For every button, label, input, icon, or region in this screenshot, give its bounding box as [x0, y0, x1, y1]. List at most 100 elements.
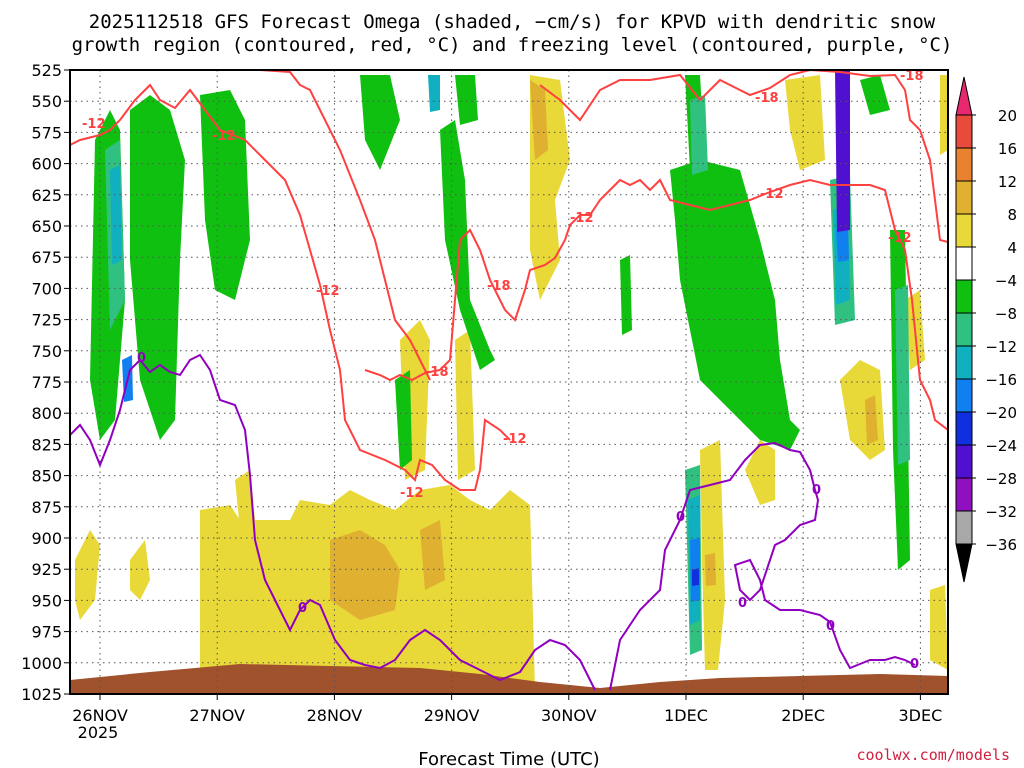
omega-shade-green-12 — [620, 255, 632, 335]
colorbar-swatch — [955, 411, 973, 446]
omega-shade-green-4 — [360, 75, 400, 170]
omega-shade-purple-2 — [692, 568, 699, 586]
omega-shade-yellow-5 — [130, 540, 150, 600]
y-tick-label: 950 — [31, 591, 62, 610]
omega-shade-green-6 — [455, 75, 478, 125]
colorbar-swatch — [955, 213, 973, 248]
omega-shade-green-5 — [440, 120, 495, 370]
dgz-label: -18 — [487, 279, 511, 294]
dgz-contours — [70, 70, 948, 491]
dgz-label: -12 — [503, 432, 527, 447]
dgz-contour-minus12-mid — [504, 178, 948, 431]
x-tick-label: 30NOV — [541, 706, 597, 725]
dgz-contour-minus12-west — [70, 83, 321, 286]
omega-shade-yellow-11 — [745, 440, 775, 505]
x-tick-label: 2DEC — [781, 706, 825, 725]
colorbar-swatch — [955, 510, 973, 545]
omega-shade-orange-3 — [530, 80, 548, 160]
y-tick-label: 1025 — [21, 685, 62, 704]
y-tick-label: 1000 — [21, 654, 62, 673]
y-tick-label: 650 — [31, 217, 62, 236]
omega-shade-green-2 — [130, 95, 185, 440]
y-tick-label: 525 — [31, 61, 62, 80]
omega-shade-orange-1 — [330, 530, 400, 620]
chart-title-line-1: 2025112518 GFS Forecast Omega (shaded, −… — [88, 11, 936, 33]
freezing-label: 0 — [826, 619, 835, 634]
omega-shading — [75, 70, 948, 690]
y-tick-label: 625 — [31, 186, 62, 205]
colorbar-tick-label: −4 — [995, 272, 1017, 290]
colorbar-swatch — [955, 180, 973, 215]
dgz-label: -12 — [888, 231, 912, 246]
x-tick-label: 27NOV — [189, 706, 245, 725]
x-tick-label: 26NOV — [72, 706, 128, 725]
dgz-label: -18 — [900, 69, 924, 84]
x-tick-year-label: 2025 — [78, 723, 119, 742]
y-tick-label: 800 — [31, 404, 62, 423]
dgz-contour-minus18-east — [539, 70, 948, 243]
surface-terrain — [70, 664, 948, 694]
omega-shade-green-8 — [670, 160, 800, 450]
colorbar-swatch — [955, 312, 973, 347]
colorbar-tick-label: 20 — [998, 107, 1017, 125]
colorbar-tick-label: −32 — [985, 503, 1017, 521]
y-tick-label: 825 — [31, 435, 62, 454]
y-tick-label: 675 — [31, 248, 62, 267]
dgz-label: -12 — [760, 187, 784, 202]
dgz-contour-minus12-top — [259, 70, 431, 381]
omega-shade-teal-5 — [895, 285, 910, 465]
colorbar-tick-label: −36 — [985, 536, 1017, 554]
chart-grid — [70, 70, 948, 694]
colorbar-tick-label: −24 — [985, 437, 1017, 455]
dgz-label: -18 — [425, 365, 449, 380]
x-tick-label: 29NOV — [424, 706, 480, 725]
freezing-label: 0 — [812, 483, 821, 498]
y-tick-label: 775 — [31, 373, 62, 392]
dgz-contour-minus12-lower — [319, 284, 511, 491]
colorbar-tick-label: 8 — [1007, 206, 1017, 224]
credit-text: coolwx.com/models — [856, 746, 1010, 764]
freezing-label: 0 — [676, 510, 685, 525]
freezing-contour-0-east — [609, 441, 916, 691]
freezing-contour-labels: 0 0 0 0 0 0 0 — [137, 351, 919, 672]
y-tick-label: 875 — [31, 498, 62, 517]
freezing-label: 0 — [137, 351, 146, 366]
colorbar-swatch — [955, 444, 973, 479]
x-tick-label: 1DEC — [664, 706, 708, 725]
freezing-label: 0 — [298, 601, 307, 616]
colorbar-tick-label: 4 — [1007, 239, 1017, 257]
omega-shade-orange-5 — [705, 553, 716, 586]
colorbar: 20 16 12 8 4 −4 −8 −12 −16 −20 −24 −28 −32 −36 — [955, 76, 1017, 583]
y-tick-label: 900 — [31, 529, 62, 548]
omega-shade-green-7 — [395, 370, 412, 470]
y-tick-label: 975 — [31, 623, 62, 642]
x-tick-label: 3DEC — [899, 706, 943, 725]
colorbar-tick-label: −12 — [985, 338, 1017, 356]
colorbar-swatch — [955, 147, 973, 182]
colorbar-bottom-arrow — [955, 543, 973, 583]
omega-shade-yellow-14 — [785, 75, 825, 170]
colorbar-top-arrow — [955, 76, 973, 116]
freezing-label: 0 — [738, 596, 747, 611]
y-tick-label: 575 — [31, 123, 62, 142]
omega-shade-blue-3 — [836, 228, 849, 262]
colorbar-tick-label: −20 — [985, 404, 1017, 422]
y-tick-label: 600 — [31, 155, 62, 174]
omega-shade-yellow-13 — [840, 360, 885, 460]
dgz-label: -12 — [570, 211, 594, 226]
chart-title-line-2: growth region (contoured, red, °C) and f… — [71, 34, 953, 56]
colorbar-tick-label: 16 — [998, 140, 1017, 158]
y-tick-label: 725 — [31, 311, 62, 330]
x-tick-label: 28NOV — [307, 706, 363, 725]
colorbar-tick-label: −16 — [985, 371, 1017, 389]
dgz-contour-minus18 — [364, 228, 506, 382]
dgz-label: -12 — [400, 486, 424, 501]
colorbar-swatch — [955, 246, 973, 281]
colorbar-swatch — [955, 378, 973, 413]
omega-shade-green-10 — [860, 75, 890, 115]
omega-shade-teal-2 — [690, 95, 708, 175]
freezing-contours — [70, 353, 916, 691]
dgz-contour-labels: -12 -12 -12 -18 -18 -12 -12 -12 -18 -12 … — [82, 69, 924, 501]
colorbar-swatch — [955, 477, 973, 512]
